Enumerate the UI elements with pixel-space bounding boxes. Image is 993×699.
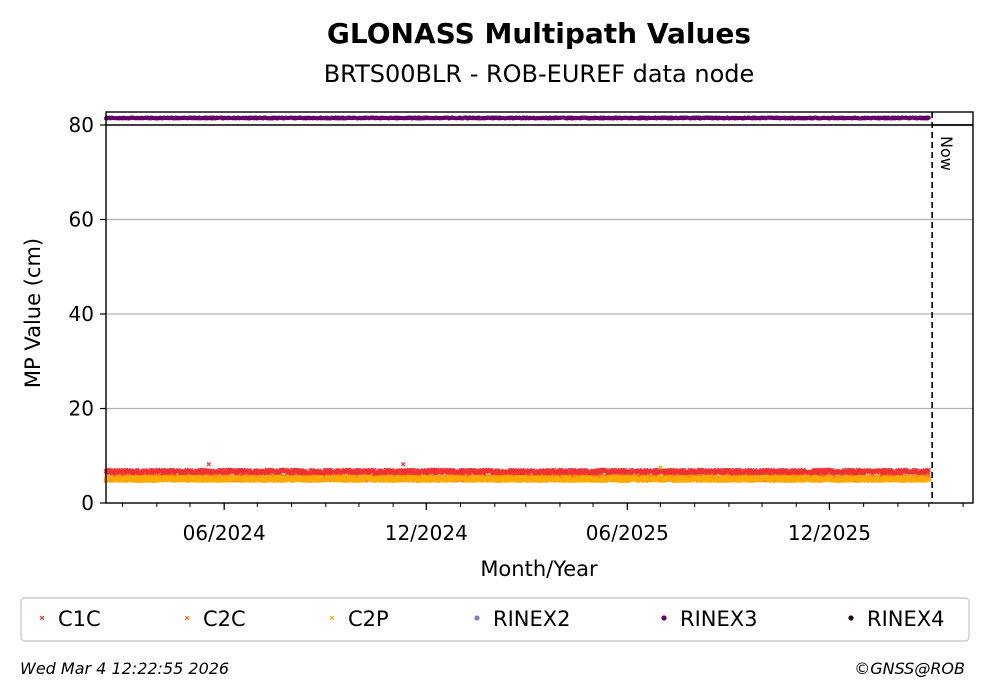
point-spike — [400, 461, 406, 467]
point-spike — [206, 461, 211, 467]
series-c1c — [103, 461, 932, 477]
chart-title: GLONASS Multipath Values — [327, 17, 751, 50]
series-rinex3 — [104, 115, 931, 121]
point — [926, 467, 932, 473]
chart-subtitle: BRTS00BLR - ROB-EUREF data node — [324, 60, 755, 88]
